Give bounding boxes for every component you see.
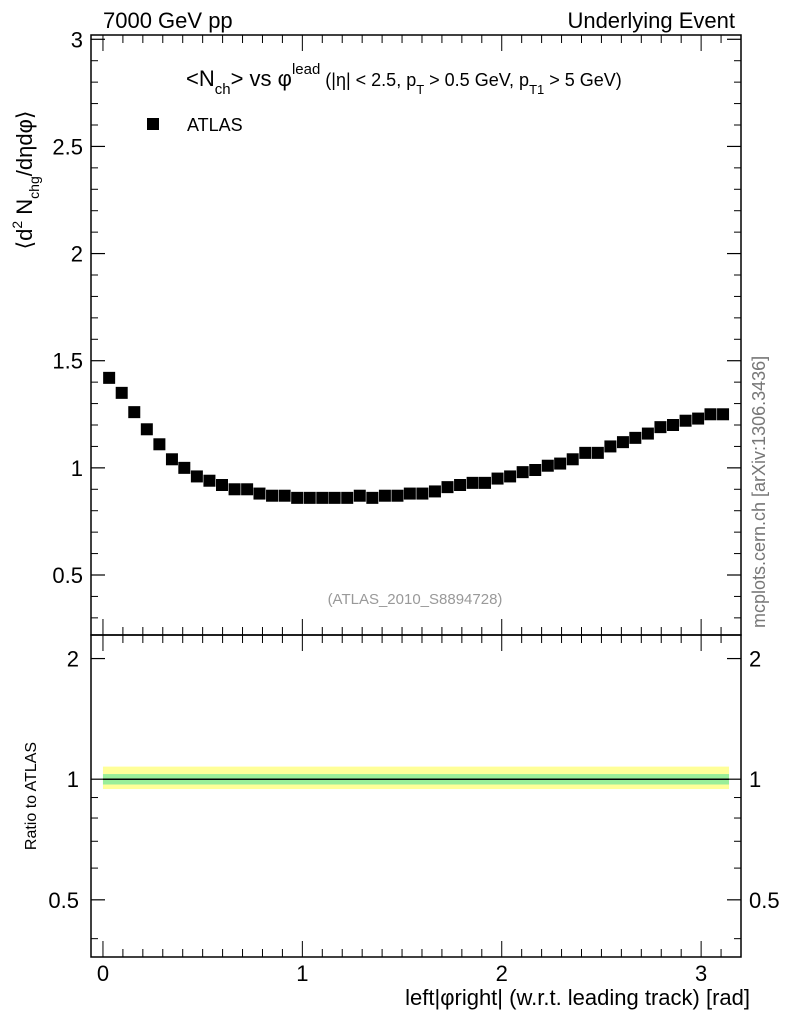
- data-point: [316, 491, 329, 504]
- main-y-axis-title: ⟨d2 Nchg/dηdφ⟩: [9, 111, 42, 250]
- main-y-ticks: 0.5 1 1.5 2 2.5 3: [52, 27, 741, 619]
- ratio-y-axis-title: Ratio to ATLAS: [23, 742, 40, 850]
- legend-marker: [147, 118, 159, 130]
- data-point: [115, 386, 128, 399]
- data-point: [616, 436, 629, 449]
- ratio-y-tick-label: 0.5: [48, 888, 79, 913]
- data-point: [541, 459, 554, 472]
- data-point: [466, 476, 479, 489]
- data-point: [654, 421, 667, 434]
- data-point: [579, 446, 592, 459]
- data-points: [103, 371, 730, 504]
- x-tick-label: 3: [695, 961, 707, 986]
- uncertainty-bands: [102, 766, 730, 790]
- ratio-x-ticks: 0 1 2 3: [97, 635, 722, 986]
- main-x-ticks: [102, 35, 722, 635]
- header-right: Underlying Event: [567, 8, 735, 33]
- ratio-y-tick-label: 2: [67, 647, 79, 672]
- data-point: [441, 481, 454, 494]
- data-point: [153, 438, 166, 451]
- y-tick-label: 1: [71, 456, 83, 481]
- data-point: [103, 371, 116, 384]
- legend-label: ATLAS: [187, 115, 243, 135]
- data-point: [516, 466, 529, 479]
- ratio-y-tick-label-right: 0.5: [749, 888, 780, 913]
- ratio-y-ticks: 0.5 0.5 1 1 2 2: [48, 647, 780, 940]
- data-point: [717, 408, 730, 421]
- data-point: [215, 479, 228, 491]
- data-point: [291, 491, 304, 504]
- data-point: [641, 427, 654, 440]
- data-point: [679, 414, 692, 427]
- data-point: [266, 489, 279, 502]
- data-point: [504, 470, 517, 483]
- x-axis-title: left|φright| (w.r.t. leading track) [rad…: [405, 985, 750, 1010]
- data-point: [128, 406, 141, 419]
- x-tick-label: 0: [97, 961, 109, 986]
- watermark: mcplots.cern.ch [arXiv:1306.3436]: [749, 356, 769, 628]
- data-point: [178, 461, 191, 474]
- data-point: [454, 479, 467, 491]
- data-point: [529, 464, 542, 476]
- data-point: [667, 419, 680, 431]
- data-point: [629, 431, 642, 444]
- data-point: [165, 453, 178, 466]
- chart-title: <Nch> vs φlead (|η| < 2.5, pT > 0.5 GeV,…: [186, 61, 622, 98]
- data-point: [253, 487, 266, 500]
- ratio-y-tick-label: 1: [67, 767, 79, 792]
- data-point: [478, 476, 491, 489]
- data-point: [403, 487, 416, 500]
- data-point: [228, 483, 241, 496]
- data-point: [328, 491, 341, 504]
- data-point: [704, 408, 717, 421]
- ratio-frame: [90, 634, 742, 958]
- data-point: [303, 491, 316, 504]
- data-point: [190, 470, 203, 483]
- data-point: [366, 491, 379, 504]
- x-tick-label: 1: [296, 961, 308, 986]
- y-tick-label: 0.5: [52, 563, 83, 588]
- y-tick-label: 1.5: [52, 349, 83, 374]
- data-point: [692, 412, 705, 425]
- analysis-tag: (ATLAS_2010_S8894728): [328, 591, 503, 608]
- data-point: [278, 489, 291, 502]
- data-point: [140, 423, 153, 436]
- data-point: [566, 453, 579, 466]
- y-tick-label: 2: [71, 242, 83, 267]
- data-point: [341, 491, 354, 504]
- y-tick-label: 2.5: [52, 134, 83, 159]
- data-point: [241, 483, 254, 496]
- ratio-y-tick-label-right: 1: [749, 767, 761, 792]
- data-point: [378, 489, 391, 502]
- data-point: [353, 489, 366, 502]
- ratio-y-tick-label-right: 2: [749, 647, 761, 672]
- data-point: [554, 457, 567, 470]
- header-left: 7000 GeV pp: [103, 8, 233, 33]
- ratio-panel: 0.5 0.5 1 1 2 2 0 1 2 3 Ratio to ATLAS left|φrig…: [23, 634, 780, 1010]
- data-point: [491, 472, 504, 485]
- data-point: [428, 485, 441, 498]
- data-point: [604, 440, 617, 453]
- main-panel: 0.5 1 1.5 2 2.5 3 <Nch> vs φlead (|η| < 2.5, …: [9, 27, 742, 636]
- data-point: [203, 474, 216, 487]
- data-point: [416, 487, 429, 500]
- data-point: [391, 489, 404, 502]
- data-point: [591, 446, 604, 459]
- x-tick-label: 2: [496, 961, 508, 986]
- y-tick-label: 3: [71, 27, 83, 52]
